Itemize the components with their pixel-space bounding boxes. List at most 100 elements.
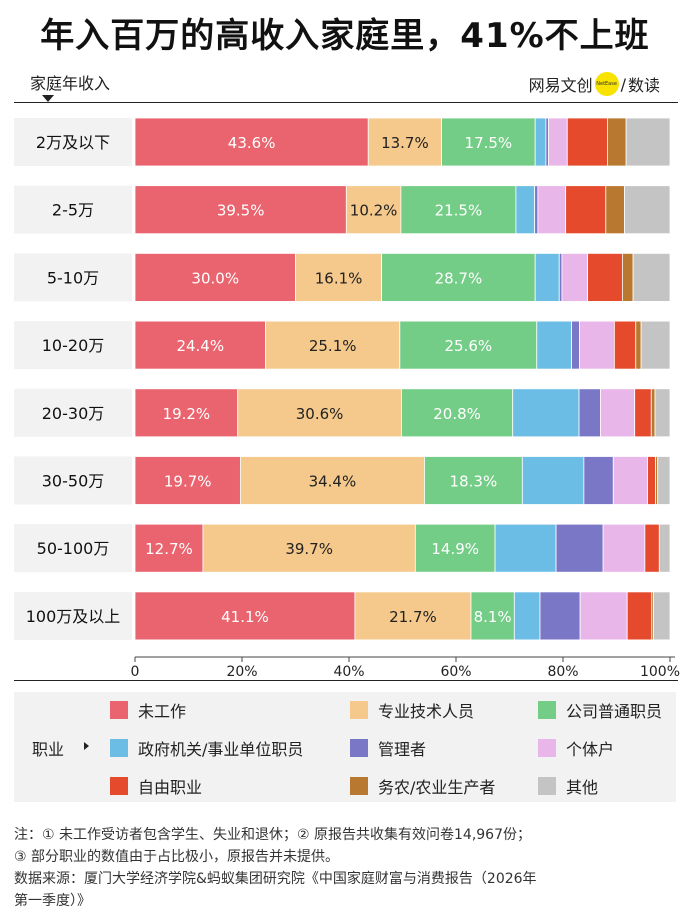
legend-item: 自由职业 [110,774,202,798]
category-label-bg [14,456,132,505]
bar-segment [295,252,383,302]
bar-segment [607,117,627,167]
bar-segment [521,456,585,505]
x-tick-label: 0 [131,664,140,680]
bar-segment [561,252,589,302]
data-label: 13.7% [381,134,429,152]
x-tick-label: 100% [640,664,680,680]
bar-segment [134,320,266,370]
data-label: 28.7% [435,269,483,287]
bar-segment [414,523,496,573]
category-label: 50-100万 [37,539,110,558]
data-label: 18.3% [450,473,498,491]
bar-segment [534,252,560,302]
category-label-bg [14,524,132,573]
category-label: 20-30万 [42,404,105,423]
bar-segment [534,185,539,235]
chart-title: 年入百万的高收入家庭里，41%不上班 [40,16,650,56]
category-label-bg [14,253,132,302]
note-source-2: 第一季度）》 [14,893,91,909]
bar-segment [602,523,646,573]
bar-segment [578,388,601,438]
legend-label: 个体户 [566,740,615,759]
bar-segment [134,388,239,438]
bar-segment [512,388,580,438]
bar-segment [640,320,671,370]
legend-swatch [110,701,128,719]
x-tick-label: 80% [547,664,578,680]
bar-segment [634,388,652,438]
x-tick-label: 20% [226,664,257,680]
top-rule [14,102,678,103]
data-label: 39.7% [285,540,333,558]
legend-item: 其他 [538,774,598,798]
legend-swatch [350,701,368,719]
legend-label: 政府机关/事业单位职员 [138,740,304,759]
bar-segment [658,523,671,573]
legend-label: 其他 [566,778,599,797]
bar-segment [632,252,671,302]
data-label: 21.5% [435,202,483,220]
data-label: 14.9% [431,540,479,558]
legend-item: 未工作 [110,698,186,722]
bar-segment [545,117,549,167]
bar-segment [653,591,671,641]
brand-name: 网易文创 [528,76,593,95]
category-label-bg [14,185,132,234]
bar-segment [571,320,580,370]
bar-segment [265,320,401,370]
bar-segment [134,456,241,505]
category-label: 2-5万 [52,201,94,220]
note-source-1: 数据来源：厦门大学经济学院&蚂蚁集团研究院《中国家庭财富与消费报告（2026年 [14,871,537,887]
bar-segment [555,523,604,573]
bar-segment [654,388,671,438]
bar-segment [625,117,671,167]
bar-segment [558,252,563,302]
data-label: 8.1% [474,608,512,626]
caption-arrow-icon [42,95,54,102]
bar-segment [537,185,567,235]
bar-segment [399,320,538,370]
bar-segment [613,320,637,370]
bar-segment [624,185,671,235]
bar-segment [515,185,536,235]
legend-label: 自由职业 [138,778,203,797]
legend-item: 务农/农业生产者 [350,774,495,798]
legend-label: 公司普通职员 [566,702,663,721]
category-label: 30-50万 [42,472,105,491]
bar-segment [587,252,623,302]
bar-segment [539,591,581,641]
legend-label: 务农/农业生产者 [378,778,496,797]
legend-swatch [538,777,556,795]
legend-item: 政府机关/事业单位职员 [110,736,303,760]
bar-segment [513,591,541,641]
brand-logo: 网易文创 NetEase / 数读 [529,72,660,96]
data-label: 41.1% [221,608,269,626]
x-tick-label: 60% [440,664,471,680]
bar-segment [536,320,572,370]
bar-segment [237,388,402,438]
legend-label: 未工作 [138,702,187,721]
brand-suffix: 数读 [627,76,660,95]
brand-separator: / [620,74,626,94]
bar-segment [583,456,614,505]
data-label: 19.2% [163,405,211,423]
data-label: 20.8% [433,405,481,423]
bar-segment [134,185,347,235]
bar-segment [381,252,536,302]
bar-segment [134,252,296,302]
data-label: 25.6% [444,337,492,355]
bar-segment [579,591,628,641]
legend-label: 专业技术人员 [378,702,475,721]
bar-segment [494,523,557,573]
bar-segment [605,185,625,235]
data-label: 16.1% [315,269,363,287]
legend-swatch [110,777,128,795]
legend-label: 管理者 [378,740,427,759]
data-label: 24.4% [176,337,224,355]
data-label: 10.2% [350,202,398,220]
brand-badge-icon: NetEase [594,72,619,96]
bar-segment [635,320,642,370]
legend-item: 公司普通职员 [538,698,662,722]
bar-segment [600,388,636,438]
